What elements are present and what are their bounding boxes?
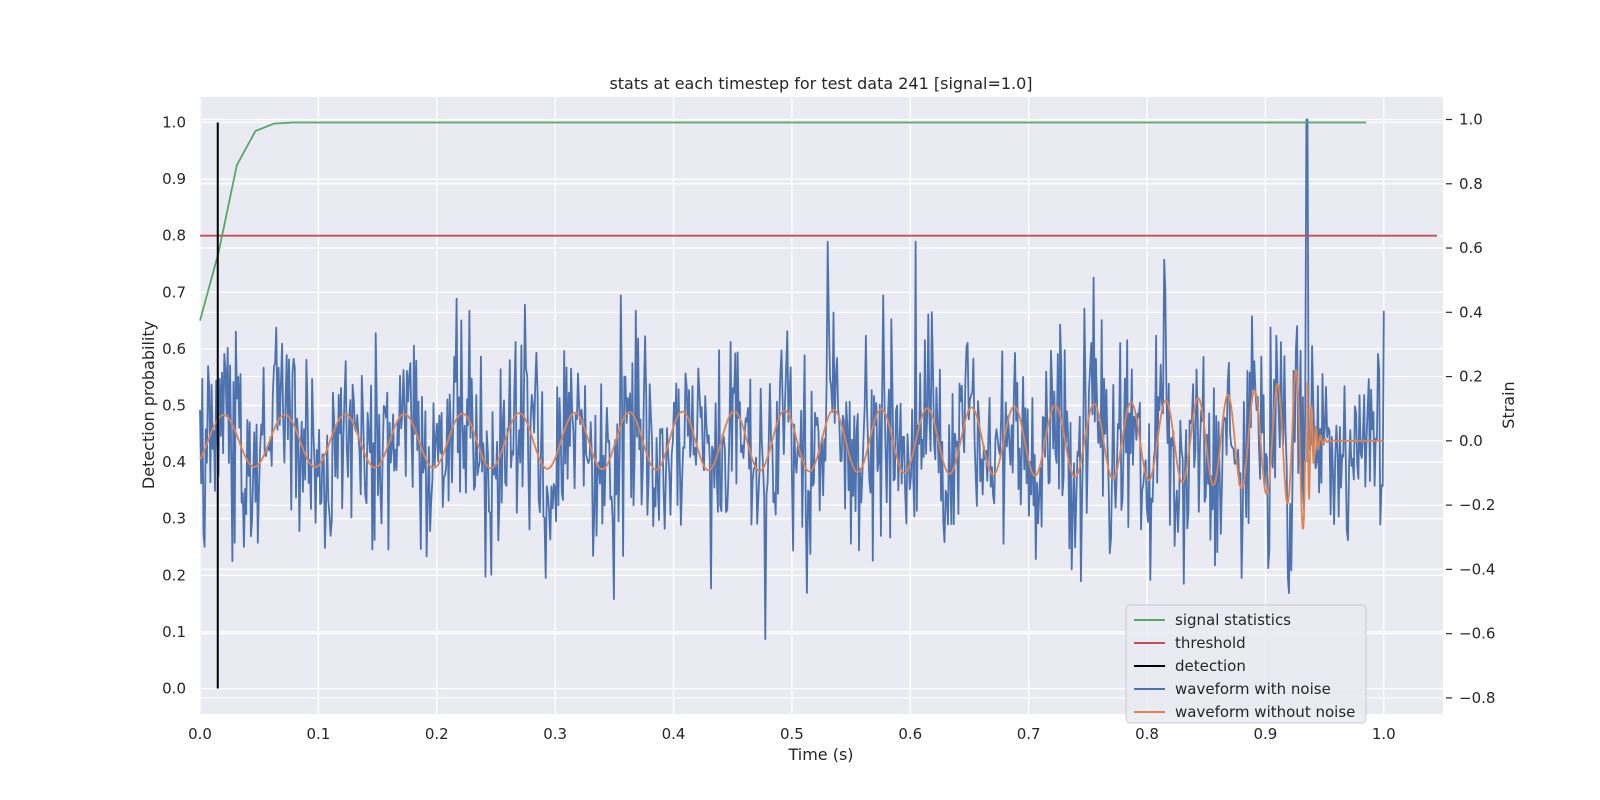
y-right-tick-label: 0.4 [1459, 303, 1483, 321]
y-tick-label: 0.3 [162, 510, 186, 528]
y-tick-label: 0.8 [162, 227, 186, 245]
series-signal-statistics [199, 121, 1367, 321]
y-right-tick-label: 0.2 [1459, 368, 1483, 386]
y-tick-label: 0.2 [162, 566, 186, 584]
y-tick-label: 0.4 [162, 453, 186, 471]
x-tick-label: 0.6 [898, 725, 922, 743]
y-tick-label: 0.9 [162, 170, 186, 188]
series-waveform-with-noise [199, 118, 1385, 640]
y-tick-label: 0.5 [162, 397, 186, 415]
x-axis-label: Time (s) [787, 745, 853, 764]
x-axis-ticks: 0.0 0.1 0.2 0.3 0.4 0.5 0.6 0.7 0.8 0.9 1.0 [188, 725, 1396, 743]
y-right-tick-label: 0.8 [1459, 175, 1483, 193]
x-tick-label: 0.0 [188, 725, 212, 743]
legend-label: signal statistics [1175, 611, 1291, 629]
y-axis-left-ticks: 0.0 0.1 0.2 0.3 0.4 0.5 0.6 0.7 0.8 0.9 1.0 [162, 113, 186, 697]
x-tick-label: 0.3 [543, 725, 567, 743]
series-layer [199, 118, 1438, 689]
series-waveform-without-noise [199, 368, 1385, 530]
x-tick-label: 0.8 [1135, 725, 1159, 743]
y-tick-label: 0.6 [162, 340, 186, 358]
y-right-tick-label: 0.0 [1459, 432, 1483, 450]
x-tick-label: 0.1 [306, 725, 330, 743]
y-tick-label: 0.1 [162, 623, 186, 641]
y-tick-label: 0.0 [162, 680, 186, 698]
y-right-tick-label: 0.6 [1459, 239, 1483, 257]
y-axis-right-ticks: −0.8 −0.6 −0.4 −0.2 0.0 0.2 0.4 0.6 0.8 1.0 [1446, 110, 1495, 707]
legend-box [1125, 604, 1367, 724]
y-tick-label: 0.7 [162, 283, 186, 301]
x-tick-label: 0.5 [780, 725, 804, 743]
x-tick-label: 0.4 [662, 725, 686, 743]
legend-label: threshold [1175, 634, 1246, 652]
legend: signal statistics threshold detection wavef… [1125, 604, 1367, 724]
y-axis-label: Detection probability [139, 321, 158, 489]
y-tick-label: 1.0 [162, 113, 186, 131]
x-tick-label: 0.9 [1253, 725, 1277, 743]
y-right-tick-label: −0.4 [1459, 560, 1495, 578]
y-right-tick-label: −0.8 [1459, 689, 1495, 707]
legend-label: detection [1175, 657, 1246, 675]
legend-label: waveform with noise [1175, 680, 1331, 698]
x-tick-label: 0.7 [1017, 725, 1041, 743]
legend-label: waveform without noise [1175, 703, 1355, 721]
y-right-tick-label: −0.2 [1459, 496, 1495, 514]
x-tick-label: 0.2 [425, 725, 449, 743]
x-tick-label: 1.0 [1372, 725, 1396, 743]
y-right-tick-label: 1.0 [1459, 110, 1483, 128]
y-axis-right-label: Strain [1499, 381, 1518, 428]
chart-title: stats at each timestep for test data 241… [609, 74, 1032, 93]
y-right-tick-label: −0.6 [1459, 625, 1495, 643]
